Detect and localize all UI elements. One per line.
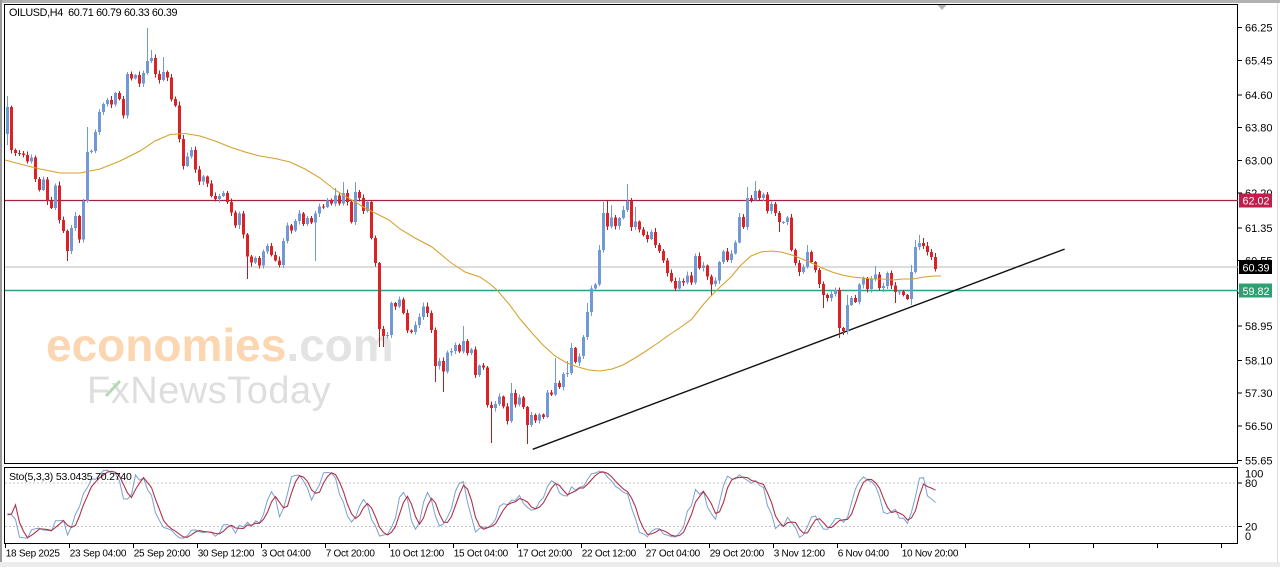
svg-text:25 Sep 20:00: 25 Sep 20:00 xyxy=(134,549,191,560)
svg-text:60.39: 60.39 xyxy=(1243,262,1270,274)
svg-text:63.80: 63.80 xyxy=(1245,123,1273,135)
svg-text:58.95: 58.95 xyxy=(1245,321,1273,333)
svg-text:15 Oct 04:00: 15 Oct 04:00 xyxy=(454,549,509,560)
svg-text:economies.com: economies.com xyxy=(46,319,394,371)
svg-text:65.45: 65.45 xyxy=(1245,55,1273,67)
svg-text:0: 0 xyxy=(1245,531,1251,543)
svg-text:3 Oct 04:00: 3 Oct 04:00 xyxy=(262,549,312,560)
svg-text:100: 100 xyxy=(1245,469,1263,481)
svg-text:66.25: 66.25 xyxy=(1245,23,1273,35)
svg-text:23 Sep 04:00: 23 Sep 04:00 xyxy=(70,549,127,560)
svg-text:58.10: 58.10 xyxy=(1245,356,1273,368)
svg-text:80: 80 xyxy=(1245,478,1257,490)
svg-text:63.00: 63.00 xyxy=(1245,155,1273,167)
svg-text:Sto(5,3,3) 53.0435 70.2740: Sto(5,3,3) 53.0435 70.2740 xyxy=(9,471,132,483)
svg-text:3 Nov 12:00: 3 Nov 12:00 xyxy=(774,549,826,560)
svg-text:10 Nov 20:00: 10 Nov 20:00 xyxy=(902,549,959,560)
svg-text:57.30: 57.30 xyxy=(1245,388,1273,400)
svg-text:10 Oct 12:00: 10 Oct 12:00 xyxy=(390,549,445,560)
svg-text:27 Oct 04:00: 27 Oct 04:00 xyxy=(646,549,701,560)
svg-text:55.65: 55.65 xyxy=(1245,456,1273,468)
svg-text:56.50: 56.50 xyxy=(1245,421,1273,433)
svg-text:FxNewsToday: FxNewsToday xyxy=(87,370,331,412)
svg-text:6 Nov 04:00: 6 Nov 04:00 xyxy=(838,549,890,560)
svg-text:17 Oct 20:00: 17 Oct 20:00 xyxy=(518,549,573,560)
svg-text:62.02: 62.02 xyxy=(1243,196,1270,208)
svg-text:OILUSD,H4 60.71 60.79 60.33 6: OILUSD,H4 60.71 60.79 60.33 60.39 xyxy=(9,7,178,19)
svg-text:18 Sep 2025: 18 Sep 2025 xyxy=(6,549,61,560)
svg-text:30 Sep 12:00: 30 Sep 12:00 xyxy=(198,549,255,560)
svg-text:29 Oct 20:00: 29 Oct 20:00 xyxy=(710,549,765,560)
svg-text:61.35: 61.35 xyxy=(1245,223,1273,235)
svg-text:64.60: 64.60 xyxy=(1245,90,1273,102)
svg-text:7 Oct 20:00: 7 Oct 20:00 xyxy=(326,549,376,560)
svg-text:22 Oct 12:00: 22 Oct 12:00 xyxy=(582,549,637,560)
svg-text:59.82: 59.82 xyxy=(1243,286,1270,298)
svg-text:20: 20 xyxy=(1245,521,1257,533)
